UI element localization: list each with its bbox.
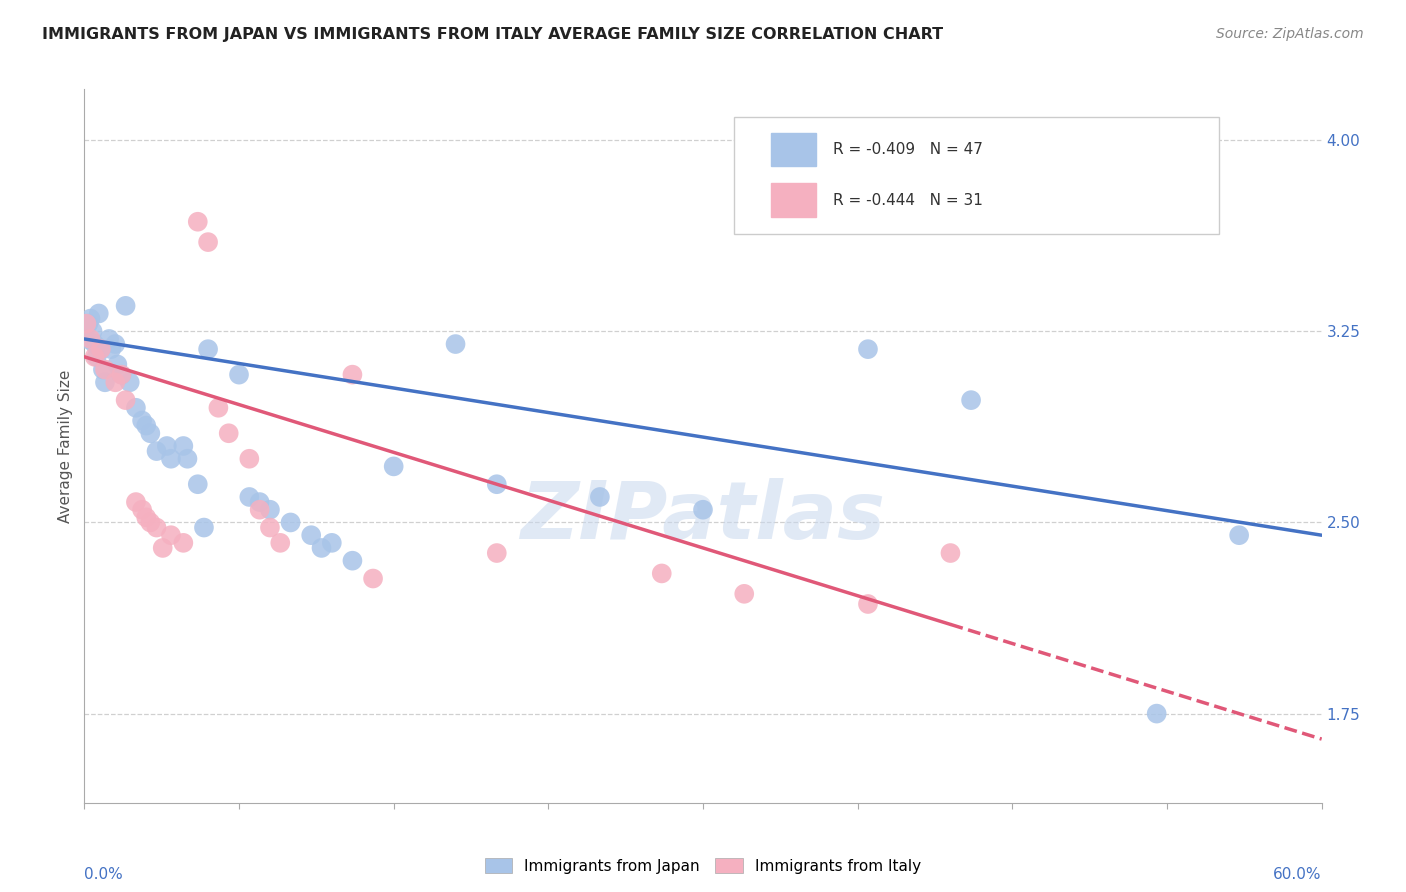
Point [444, 337, 467, 351]
Point [125, 495, 148, 509]
Text: ZIPatlas: ZIPatlas [520, 478, 886, 557]
Point [1146, 706, 1168, 721]
Point [83, 337, 105, 351]
Point [299, 528, 322, 542]
Point [139, 516, 162, 530]
Point [238, 490, 260, 504]
Point [152, 541, 174, 555]
Point [193, 520, 215, 534]
Bar [770, 184, 817, 217]
Point [856, 342, 879, 356]
Point [1227, 528, 1250, 542]
Point [94, 376, 117, 390]
Point [382, 459, 405, 474]
Point [90, 342, 112, 356]
Point [651, 566, 673, 581]
Point [82, 324, 104, 338]
Point [105, 358, 128, 372]
Point [160, 451, 183, 466]
Text: R = -0.409   N = 47: R = -0.409 N = 47 [832, 142, 983, 157]
Point [135, 510, 157, 524]
Point [218, 426, 240, 441]
FancyBboxPatch shape [734, 117, 1219, 235]
Point [145, 444, 167, 458]
Point [187, 215, 209, 229]
Point [733, 587, 755, 601]
Point [125, 401, 148, 415]
Point [321, 536, 343, 550]
Point [259, 502, 281, 516]
Point [114, 393, 136, 408]
Point [342, 368, 364, 382]
Point [100, 342, 122, 356]
Point [98, 332, 121, 346]
Point [238, 451, 260, 466]
Point [960, 393, 983, 408]
Point [280, 516, 302, 530]
Point [342, 554, 364, 568]
Point [114, 299, 136, 313]
Point [79, 311, 101, 326]
Point [692, 502, 714, 516]
Point [104, 376, 127, 390]
Bar [770, 133, 817, 166]
Legend: Immigrants from Japan, Immigrants from Italy: Immigrants from Japan, Immigrants from I… [478, 852, 928, 880]
Point [485, 546, 508, 560]
Point [207, 401, 229, 415]
Point [104, 337, 127, 351]
Point [589, 490, 612, 504]
Text: R = -0.444   N = 31: R = -0.444 N = 31 [832, 193, 983, 208]
Point [110, 368, 132, 382]
Point [172, 439, 194, 453]
Point [249, 495, 271, 509]
Y-axis label: Average Family Size: Average Family Size [58, 369, 73, 523]
Point [79, 332, 101, 346]
Point [311, 541, 333, 555]
Text: Source: ZipAtlas.com: Source: ZipAtlas.com [1216, 27, 1364, 41]
Point [197, 235, 219, 249]
Point [131, 502, 153, 516]
Point [197, 342, 219, 356]
Point [75, 317, 97, 331]
Point [110, 368, 132, 382]
Point [160, 528, 183, 542]
Point [856, 597, 879, 611]
Point [131, 413, 153, 427]
Point [187, 477, 209, 491]
Point [94, 362, 117, 376]
Point [90, 342, 112, 356]
Point [176, 451, 198, 466]
Point [172, 536, 194, 550]
Point [269, 536, 291, 550]
Point [361, 572, 384, 586]
Point [86, 350, 108, 364]
Point [228, 368, 250, 382]
Point [485, 477, 508, 491]
Point [83, 350, 105, 364]
Point [145, 520, 167, 534]
Text: IMMIGRANTS FROM JAPAN VS IMMIGRANTS FROM ITALY AVERAGE FAMILY SIZE CORRELATION C: IMMIGRANTS FROM JAPAN VS IMMIGRANTS FROM… [42, 27, 943, 42]
Point [939, 546, 962, 560]
Point [139, 426, 162, 441]
Point [156, 439, 179, 453]
Point [87, 306, 110, 320]
Text: 60.0%: 60.0% [1274, 867, 1322, 882]
Point [91, 362, 114, 376]
Point [118, 376, 141, 390]
Point [75, 332, 97, 346]
Point [249, 502, 271, 516]
Text: 0.0%: 0.0% [84, 867, 124, 882]
Point [259, 520, 281, 534]
Point [135, 418, 157, 433]
Point [77, 317, 100, 331]
